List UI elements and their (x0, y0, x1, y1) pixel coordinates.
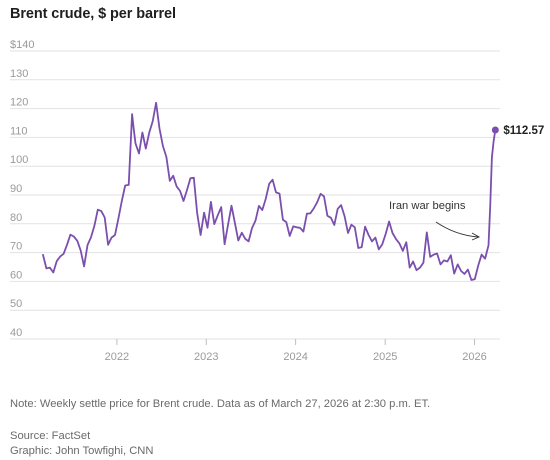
y-tick-label-70: 70 (10, 241, 22, 253)
annotation-group: Iran war begins (389, 200, 481, 241)
x-tick-label-2024: 2024 (283, 351, 307, 363)
grid-lines (10, 50, 500, 340)
chart-credit: Graphic: John Towfighi, CNN (10, 445, 154, 457)
chart-source: Source: FactSet (10, 430, 91, 442)
y-tick-label-90: 90 (10, 183, 22, 195)
x-axis-ticks: 2022 2023 2024 2025 2026 (105, 339, 487, 363)
x-tick-label-2022: 2022 (105, 351, 129, 363)
y-tick-label-130: 130 (10, 68, 28, 80)
y-tick-label-80: 80 (10, 212, 22, 224)
series-group: $112.57 (42, 101, 544, 281)
y-tick-label-110: 110 (10, 125, 28, 137)
end-value-label: $112.57 (503, 125, 544, 137)
x-tick-label-2025: 2025 (373, 351, 397, 363)
annotation-text: Iran war begins (389, 200, 466, 212)
y-tick-label-120: 120 (10, 97, 28, 109)
chart-note: Note: Weekly settle price for Brent crud… (10, 398, 431, 410)
x-tick-label-2023: 2023 (194, 351, 218, 363)
annotation-arrow (435, 221, 479, 238)
y-tick-label-140: $140 (10, 39, 34, 51)
y-tick-label-60: 60 (10, 269, 22, 281)
chart-title: Brent crude, $ per barrel (10, 6, 176, 22)
x-tick-label-2026: 2026 (462, 351, 486, 363)
series-line (42, 101, 497, 281)
end-point-marker (491, 126, 499, 134)
y-tick-label-50: 50 (10, 298, 22, 310)
y-tick-label-100: 100 (10, 154, 28, 166)
y-tick-label-40: 40 (10, 327, 22, 339)
annotation-arrowhead (471, 232, 481, 241)
y-axis-ticks: $140 130 120 110 100 90 80 70 60 50 40 (10, 39, 34, 339)
